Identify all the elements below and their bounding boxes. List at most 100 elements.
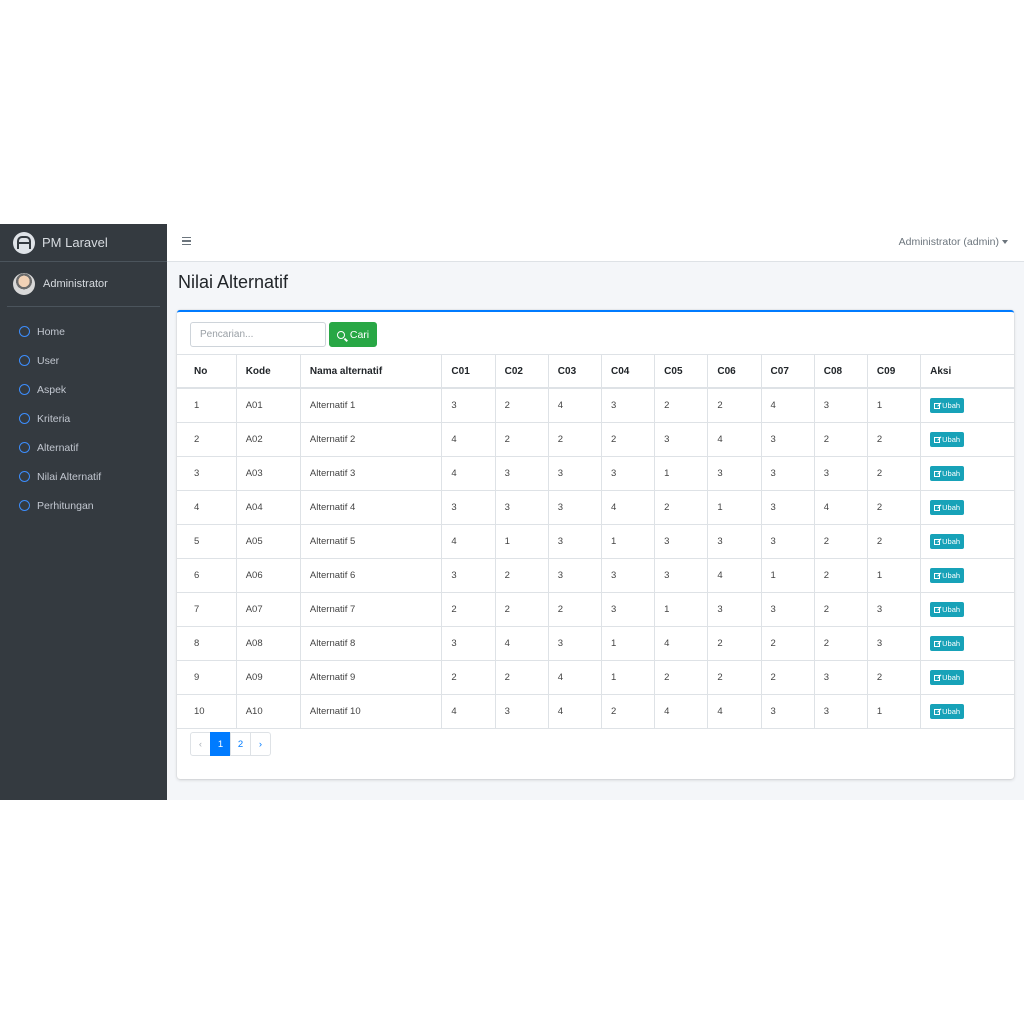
table-cell: 2 (866, 524, 921, 559)
edit-button[interactable]: Ubah (930, 432, 965, 447)
table-cell: A07 (235, 592, 301, 627)
table-cell: 2 (547, 422, 602, 457)
sidebar-item-home[interactable]: Home (0, 317, 167, 346)
search-input[interactable] (190, 322, 326, 347)
column-header: Kode (235, 354, 301, 389)
edit-button[interactable]: Ubah (930, 670, 965, 685)
column-header: C07 (760, 354, 815, 389)
edit-icon (934, 708, 941, 715)
table-cell: 3 (441, 490, 496, 525)
table-cell: 2 (866, 490, 921, 525)
sidebar-item-label: Alternatif (37, 441, 79, 454)
table-cell: 2 (654, 387, 708, 423)
table-cell: 2 (707, 660, 762, 695)
table-cell: 3 (760, 524, 815, 559)
sidebar-item-alternatif[interactable]: Alternatif (0, 433, 167, 462)
edit-button[interactable]: Ubah (930, 602, 965, 617)
edit-button[interactable]: Ubah (930, 704, 965, 719)
search-button[interactable]: Cari (329, 322, 377, 347)
table-cell: 3 (813, 694, 868, 729)
table-cell: 2 (866, 422, 921, 457)
edit-button[interactable]: Ubah (930, 568, 965, 583)
table-cell: Alternatif 7 (299, 592, 442, 627)
pagination-page-1[interactable]: 1 (210, 732, 231, 756)
table-cell: 3 (600, 456, 655, 491)
search-icon (336, 330, 345, 339)
table-cell: 5 (177, 524, 237, 559)
table-cell: 2 (813, 592, 868, 627)
user-panel[interactable]: Administrator (7, 262, 160, 307)
table-cell: 3 (654, 524, 708, 559)
user-menu-dropdown[interactable]: Administrator (admin) (899, 236, 1008, 248)
sidebar-item-nilai-alternatif[interactable]: Nilai Alternatif (0, 462, 167, 491)
edit-button-label: Ubah (942, 639, 961, 648)
sidebar-item-user[interactable]: User (0, 346, 167, 375)
table-row: 7 A07 Alternatif 7 2 2 2 3 1 3 3 2 3 Ubah (177, 592, 1014, 627)
edit-button[interactable]: Ubah (930, 398, 965, 413)
action-cell: Ubah (920, 660, 1014, 695)
table-cell: 2 (760, 626, 815, 661)
table-cell: 1 (760, 558, 815, 593)
table-cell: 2 (441, 592, 496, 627)
table-body: 1 A01 Alternatif 1 3 2 4 3 2 2 4 3 1 Ubah 2 A02 Alterna… (177, 387, 1014, 729)
circle-icon (19, 471, 30, 482)
table-cell: 3 (760, 422, 815, 457)
table-cell: 3 (760, 490, 815, 525)
table-cell: 2 (494, 592, 549, 627)
edit-button-label: Ubah (942, 435, 961, 444)
table-cell: 4 (654, 694, 708, 729)
caret-down-icon (1002, 240, 1008, 245)
table-cell: Alternatif 3 (299, 456, 442, 491)
table-cell: 4 (760, 387, 815, 423)
action-cell: Ubah (920, 387, 1014, 423)
action-cell: Ubah (920, 456, 1014, 491)
table-cell: 3 (441, 558, 496, 593)
table-cell: 1 (600, 524, 655, 559)
action-cell: Ubah (920, 422, 1014, 457)
table-cell: A02 (235, 422, 301, 457)
table-cell: 4 (547, 694, 602, 729)
table-cell: 2 (494, 660, 549, 695)
table-cell: 3 (760, 694, 815, 729)
edit-button[interactable]: Ubah (930, 534, 965, 549)
action-cell: Ubah (920, 490, 1014, 525)
sidebar-item-kriteria[interactable]: Kriteria (0, 404, 167, 433)
table-cell: 1 (866, 558, 921, 593)
column-header: C08 (813, 354, 868, 389)
column-header: Nama alternatif (299, 354, 442, 389)
action-cell: Ubah (920, 524, 1014, 559)
table-cell: 4 (441, 456, 496, 491)
table-cell: 3 (547, 524, 602, 559)
edit-button[interactable]: Ubah (930, 500, 965, 515)
menu-toggle-icon[interactable] (182, 237, 191, 245)
table-cell: Alternatif 2 (299, 422, 442, 457)
table-cell: 1 (600, 660, 655, 695)
edit-icon (934, 402, 941, 409)
edit-button[interactable]: Ubah (930, 466, 965, 481)
table-cell: 3 (707, 592, 762, 627)
table-cell: 2 (494, 558, 549, 593)
table-cell: 3 (547, 456, 602, 491)
table-cell: 8 (177, 626, 237, 661)
table-cell: 4 (494, 626, 549, 661)
pagination-page-2[interactable]: 2 (230, 732, 251, 756)
table-cell: 2 (866, 456, 921, 491)
table-cell: A08 (235, 626, 301, 661)
table-cell: 3 (177, 456, 237, 491)
pagination-next-button[interactable]: › (250, 732, 271, 756)
table-cell: 1 (707, 490, 762, 525)
brand-link[interactable]: PM Laravel (0, 224, 167, 262)
table-cell: A05 (235, 524, 301, 559)
edit-button[interactable]: Ubah (930, 636, 965, 651)
sidebar-item-perhitungan[interactable]: Perhitungan (0, 491, 167, 520)
table-cell: 3 (494, 694, 549, 729)
table-cell: Alternatif 9 (299, 660, 442, 695)
table-cell: 3 (441, 387, 496, 423)
table-cell: 2 (813, 524, 868, 559)
table-cell: 3 (654, 558, 708, 593)
table-cell: 4 (177, 490, 237, 525)
table-row: 10 A10 Alternatif 10 4 3 4 2 4 4 3 3 1 Ubah (177, 694, 1014, 729)
app-frame: PM Laravel Administrator Home User Aspek Kr… (0, 224, 1024, 800)
sidebar-item-aspek[interactable]: Aspek (0, 375, 167, 404)
